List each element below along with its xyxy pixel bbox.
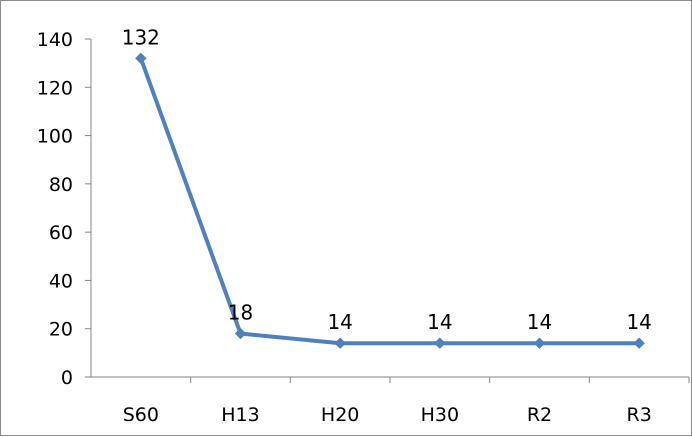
data-point-marker bbox=[434, 337, 446, 349]
series-line bbox=[138, 56, 642, 346]
y-tick-label: 40 bbox=[49, 270, 73, 292]
x-tick-label: S60 bbox=[123, 404, 159, 426]
data-point-marker bbox=[334, 337, 346, 349]
y-tick-label: 0 bbox=[61, 367, 73, 389]
data-point-marker bbox=[633, 337, 645, 349]
data-label: 14 bbox=[527, 310, 552, 334]
y-tick-label: 60 bbox=[49, 222, 73, 244]
data-label: 132 bbox=[122, 25, 160, 49]
x-tick-label: H13 bbox=[221, 404, 259, 426]
y-tick-label: 80 bbox=[49, 174, 73, 196]
axes bbox=[90, 39, 689, 378]
y-tick-label: 120 bbox=[37, 77, 73, 99]
y-tick-label: 140 bbox=[37, 29, 73, 51]
data-point-marker bbox=[234, 327, 247, 340]
y-tick-label: 100 bbox=[37, 126, 73, 148]
y-tick-label: 20 bbox=[49, 319, 73, 341]
data-label: 18 bbox=[228, 301, 253, 325]
data-label: 14 bbox=[626, 310, 651, 334]
x-tick-label: R3 bbox=[627, 404, 652, 426]
series-layer bbox=[135, 52, 645, 349]
data-label: 14 bbox=[427, 310, 452, 334]
data-labels: 132 18 14 14 14 14 bbox=[122, 25, 652, 334]
data-label: 14 bbox=[327, 310, 352, 334]
x-tick-label: H30 bbox=[421, 404, 459, 426]
x-axis-ticks: S60 H13 H20 H30 R2 R3 bbox=[123, 377, 690, 426]
y-axis-ticks: 0 20 40 60 80 100 120 140 bbox=[37, 29, 91, 389]
x-tick-label: R2 bbox=[527, 404, 552, 426]
data-point-marker bbox=[135, 52, 147, 65]
data-point-marker bbox=[533, 337, 546, 349]
x-tick-label: H20 bbox=[321, 404, 359, 426]
